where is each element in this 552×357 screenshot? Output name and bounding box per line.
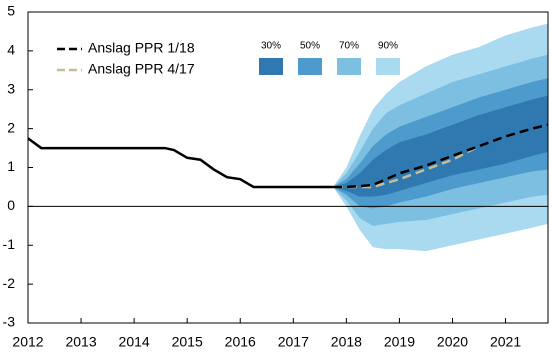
series-line [28,137,334,189]
fan-legend-label: 30% [261,41,281,52]
y-tick-label: 2 [7,119,15,135]
plot-area [28,23,548,252]
legend-label: Anslag PPR 1/18 [88,40,195,56]
x-tick-label: 2017 [278,334,309,350]
fan-legend-swatch [337,58,361,75]
x-tick-label: 2021 [490,334,521,350]
x-tick-label: 2018 [331,334,362,350]
x-tick-label: 2013 [65,334,96,350]
y-tick-label: 1 [7,158,15,174]
fan-band [333,95,548,197]
y-tick-label: 0 [7,197,15,213]
fan-legend-label: 90% [378,41,398,52]
x-tick-label: 2012 [12,334,43,350]
fan-legend-swatch [298,58,322,75]
x-tick-label: 2019 [384,334,415,350]
fan-legend-label: 50% [300,41,320,52]
y-tick-label: 3 [7,80,15,96]
series-line [333,123,548,189]
y-tick-label: 5 [7,3,15,19]
y-tick-label: -3 [3,314,16,330]
y-tick-label: -2 [3,275,16,291]
x-tick-label: 2020 [437,334,468,350]
x-tick-label: 2016 [225,334,256,350]
fan-legend-swatch [259,58,283,75]
fan-legend-swatch [376,58,400,75]
x-tick-label: 2015 [172,334,203,350]
fan-legend-label: 70% [339,41,359,52]
legend-label: Anslag PPR 4/17 [88,61,195,77]
x-tick-label: 2014 [119,334,150,350]
y-tick-label: -1 [3,236,16,252]
y-tick-label: 4 [7,42,15,58]
